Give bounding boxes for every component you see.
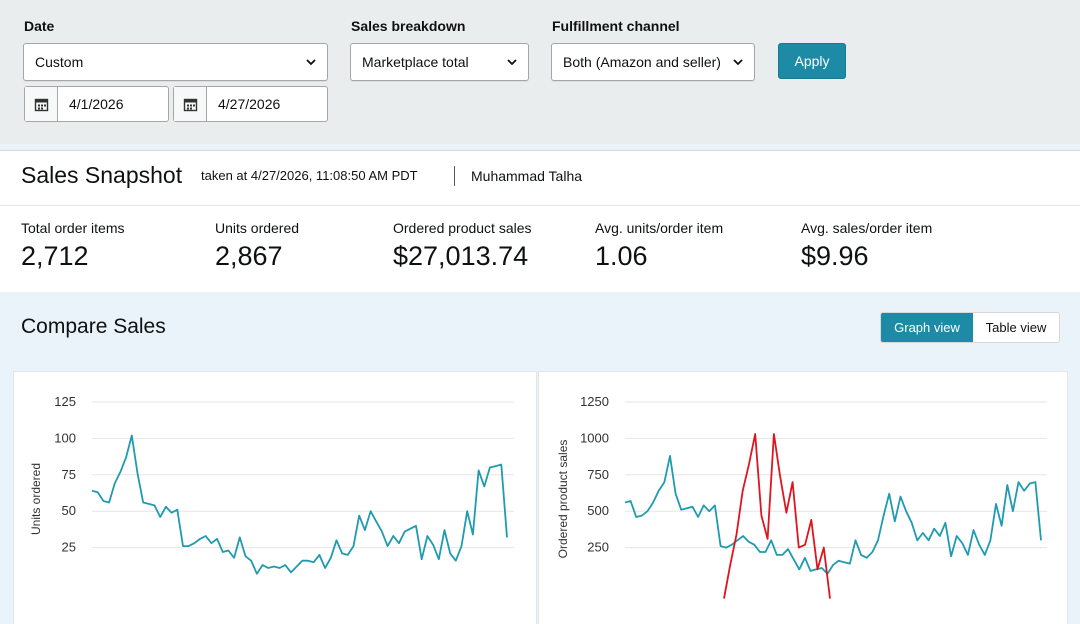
- calendar-icon[interactable]: [174, 87, 207, 121]
- filter-bar: Date Custom 4/1/2026 4/27/2026 Sales bre…: [0, 0, 1080, 144]
- metric-units-ordered: Units ordered 2,867: [215, 220, 299, 272]
- metric-total-order-items: Total order items 2,712: [21, 220, 124, 272]
- fulfillment-channel-value: Both (Amazon and seller): [563, 54, 721, 70]
- series-line-current: [624, 455, 1042, 575]
- metric-avg-sales-per-order-item: Avg. sales/order item $9.96: [801, 220, 932, 272]
- calendar-icon[interactable]: [25, 87, 58, 121]
- y-tick-label: 75: [62, 467, 76, 482]
- sales-breakdown-select[interactable]: Marketplace total: [350, 43, 529, 81]
- y-tick-label: 1250: [580, 394, 609, 409]
- snapshot-title: Sales Snapshot: [21, 162, 183, 188]
- fulfillment-channel-select[interactable]: Both (Amazon and seller): [551, 43, 755, 81]
- chevron-down-icon: [507, 59, 517, 66]
- y-tick-label: 500: [587, 503, 609, 518]
- chevron-down-icon: [733, 59, 743, 66]
- metric-ordered-product-sales: Ordered product sales $27,013.74: [393, 220, 532, 272]
- y-tick-label: 100: [54, 430, 76, 445]
- end-date-field[interactable]: 4/27/2026: [173, 86, 328, 122]
- table-view-button[interactable]: Table view: [985, 320, 1047, 335]
- snapshot-timestamp: taken at 4/27/2026, 11:08:50 AM PDT: [201, 168, 418, 183]
- y-tick-label: 250: [587, 540, 609, 555]
- series-line-compare: [723, 433, 831, 599]
- y-tick-label: 25: [62, 540, 76, 555]
- end-date-value: 4/27/2026: [218, 96, 281, 112]
- divider: [0, 205, 1080, 206]
- start-date-field[interactable]: 4/1/2026: [24, 86, 169, 122]
- ordered-product-sales-chart: 250 500 750 1000 1250 Ordered product sales: [538, 371, 1068, 624]
- units-ordered-chart: 25 50 75 100 125 Units ordered: [13, 371, 537, 624]
- y-tick-label: 750: [587, 467, 609, 482]
- apply-button[interactable]: Apply: [778, 43, 846, 79]
- y-tick-label: 125: [54, 394, 76, 409]
- metric-label: Ordered product sales: [393, 220, 532, 236]
- divider: [454, 166, 455, 186]
- metric-label: Avg. units/order item: [595, 220, 724, 236]
- sales-breakdown-value: Marketplace total: [362, 54, 469, 70]
- metric-value: $9.96: [801, 241, 869, 271]
- metric-value: 2,712: [21, 241, 89, 271]
- start-date-value: 4/1/2026: [69, 96, 124, 112]
- metric-value: 1.06: [595, 241, 648, 271]
- metric-value: $27,013.74: [393, 241, 529, 271]
- date-range-value: Custom: [35, 54, 84, 70]
- sales-snapshot: Sales Snapshot taken at 4/27/2026, 11:08…: [0, 150, 1080, 292]
- graph-view-button[interactable]: Graph view: [881, 313, 973, 342]
- y-tick-label: 50: [62, 503, 76, 518]
- ordered-product-sales-chart-svg: 250 500 750 1000 1250 Ordered product sales: [556, 394, 1047, 599]
- metric-label: Avg. sales/order item: [801, 220, 933, 236]
- metric-value: 2,867: [215, 241, 283, 271]
- metric-avg-units-per-order-item: Avg. units/order item 1.06: [595, 220, 723, 272]
- series-line-current: [91, 434, 508, 575]
- view-toggle: Graph view Table view: [880, 312, 1060, 343]
- y-axis-label: Units ordered: [29, 463, 43, 535]
- sales-breakdown-label: Sales breakdown: [351, 18, 466, 34]
- compare-sales-title: Compare Sales: [21, 315, 166, 338]
- chevron-down-icon: [306, 59, 316, 66]
- y-axis-label: Ordered product sales: [556, 440, 570, 559]
- metric-label: Units ordered: [215, 220, 300, 236]
- metric-label: Total order items: [21, 220, 125, 236]
- y-tick-label: 1000: [580, 430, 609, 445]
- snapshot-user: Muhammad Talha: [471, 168, 583, 184]
- fulfillment-channel-label: Fulfillment channel: [552, 18, 680, 34]
- units-ordered-chart-svg: 25 50 75 100 125 Units ordered: [29, 394, 514, 575]
- date-range-select[interactable]: Custom: [23, 43, 328, 81]
- date-label: Date: [24, 18, 55, 34]
